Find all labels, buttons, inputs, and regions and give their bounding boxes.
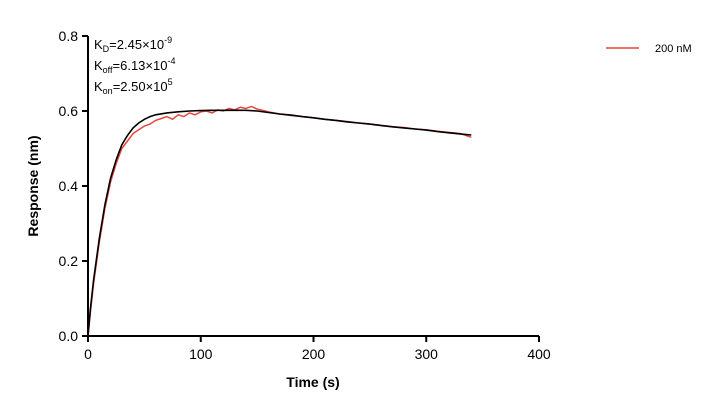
x-tick-label: 300 <box>415 346 439 362</box>
x-tick-label: 100 <box>189 346 213 362</box>
kinetic-annotations: KD=2.45×10-9 Koff=6.13×10-4 Kon=2.50×105 <box>94 35 175 96</box>
koff-annotation: Koff=6.13×10-4 <box>94 56 175 75</box>
y-tick-label: 0.4 <box>59 178 79 194</box>
series-line-0 <box>87 105 472 337</box>
x-axis-title: Time (s) <box>286 374 339 390</box>
kd-annotation: KD=2.45×10-9 <box>94 35 172 54</box>
x-tick-label: 200 <box>302 346 326 362</box>
fit-curve-line <box>87 109 472 337</box>
x-ticks: 0 100 200 300 400 <box>84 336 551 362</box>
legend: 200 nM <box>606 43 692 55</box>
plot-area <box>87 105 472 337</box>
x-tick-label: 400 <box>527 346 551 362</box>
y-axis-title: Response (nm) <box>25 135 41 236</box>
y-ticks: 0.0 0.2 0.4 0.6 0.8 <box>59 28 88 344</box>
legend-label-200nm: 200 nM <box>655 43 692 55</box>
x-tick-label: 0 <box>84 346 92 362</box>
kon-annotation: Kon=2.50×105 <box>94 77 173 96</box>
y-tick-label: 0.0 <box>59 328 79 344</box>
y-tick-label: 0.8 <box>59 28 79 44</box>
y-tick-label: 0.6 <box>59 103 79 119</box>
y-tick-label: 0.2 <box>59 253 79 269</box>
